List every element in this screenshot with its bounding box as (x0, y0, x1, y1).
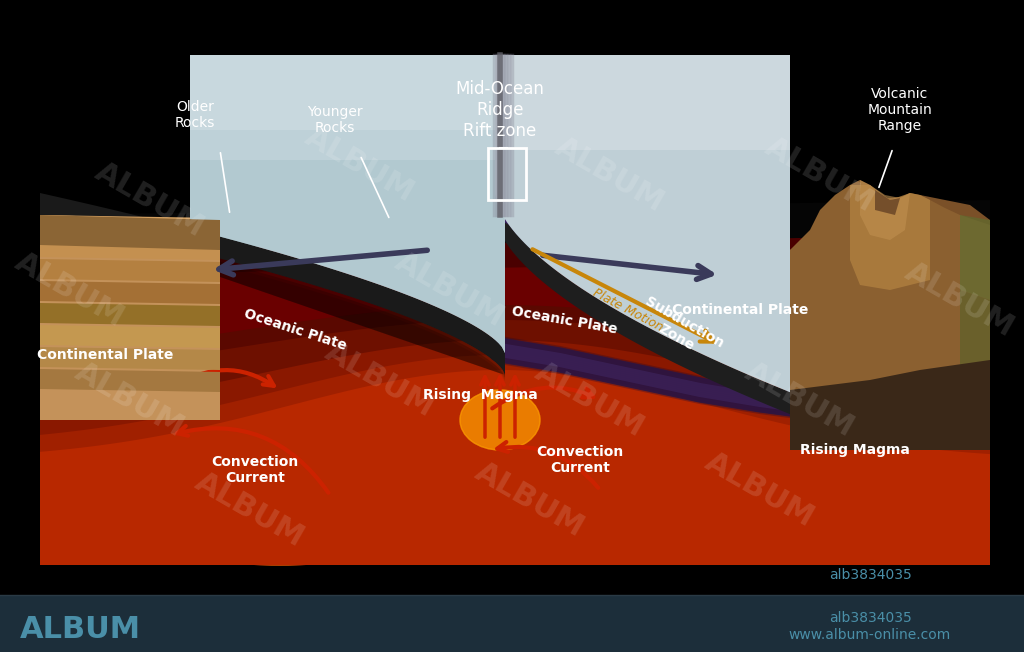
Polygon shape (790, 180, 990, 450)
Text: ALBUM: ALBUM (900, 257, 1020, 343)
Text: ALBUM: ALBUM (10, 247, 130, 333)
Polygon shape (190, 130, 505, 353)
Text: Continental Plate: Continental Plate (672, 303, 808, 317)
Ellipse shape (805, 355, 905, 435)
Ellipse shape (390, 380, 610, 500)
Ellipse shape (105, 435, 455, 565)
Polygon shape (40, 340, 990, 565)
Polygon shape (40, 281, 220, 304)
Text: Younger
Rocks: Younger Rocks (307, 105, 362, 135)
Polygon shape (495, 55, 790, 392)
Ellipse shape (500, 435, 780, 545)
Text: Rising Magma: Rising Magma (800, 443, 910, 457)
Ellipse shape (390, 380, 610, 500)
Text: Oceanic Plate: Oceanic Plate (511, 304, 620, 336)
Text: Convection
Current: Convection Current (211, 455, 299, 485)
Bar (488, 148, 526, 200)
Ellipse shape (500, 435, 780, 545)
Text: alb3834035: alb3834035 (828, 611, 911, 625)
Polygon shape (40, 215, 505, 375)
Polygon shape (860, 180, 910, 240)
Polygon shape (874, 190, 900, 215)
Polygon shape (40, 215, 505, 381)
Polygon shape (850, 185, 930, 290)
Polygon shape (40, 200, 990, 565)
Ellipse shape (805, 355, 905, 435)
Polygon shape (961, 290, 990, 380)
Polygon shape (40, 303, 220, 326)
Polygon shape (40, 347, 220, 370)
Polygon shape (40, 325, 220, 348)
Text: ALBUM: ALBUM (90, 157, 210, 243)
Ellipse shape (390, 380, 610, 500)
Polygon shape (790, 360, 990, 450)
Ellipse shape (105, 435, 455, 565)
Polygon shape (40, 355, 990, 565)
Polygon shape (495, 193, 870, 445)
Text: alb3834035: alb3834035 (828, 568, 911, 582)
Ellipse shape (390, 380, 610, 500)
Polygon shape (190, 160, 505, 353)
Polygon shape (40, 260, 990, 565)
Ellipse shape (805, 355, 905, 435)
Polygon shape (790, 195, 990, 450)
Polygon shape (40, 215, 220, 238)
Text: Convection
Current: Convection Current (537, 445, 624, 475)
Polygon shape (40, 259, 220, 282)
Polygon shape (40, 237, 220, 260)
Polygon shape (40, 320, 990, 565)
Polygon shape (961, 215, 990, 300)
Polygon shape (0, 595, 1024, 652)
Text: ALBUM: ALBUM (550, 132, 670, 218)
Ellipse shape (105, 435, 455, 565)
Ellipse shape (390, 380, 610, 500)
Ellipse shape (460, 390, 540, 450)
Text: ALBUM: ALBUM (300, 122, 420, 208)
Ellipse shape (460, 390, 540, 450)
Text: ALBUM: ALBUM (530, 357, 649, 443)
Ellipse shape (105, 435, 455, 565)
Polygon shape (40, 215, 220, 250)
Text: ALBUM: ALBUM (190, 467, 309, 553)
Ellipse shape (500, 435, 780, 545)
Ellipse shape (460, 390, 540, 450)
Text: ALBUM: ALBUM (740, 357, 860, 443)
Text: Plate Motion: Plate Motion (591, 286, 666, 334)
Polygon shape (190, 55, 505, 353)
Ellipse shape (105, 435, 455, 565)
Polygon shape (40, 305, 990, 565)
Text: Mid-Ocean
Ridge
Rift zone: Mid-Ocean Ridge Rift zone (456, 80, 545, 140)
Text: ALBUM: ALBUM (71, 357, 189, 443)
Text: ALBUM: ALBUM (470, 457, 590, 543)
Text: Volcanic
Mountain
Range: Volcanic Mountain Range (867, 87, 933, 133)
Ellipse shape (500, 435, 780, 545)
Text: www.album-online.com: www.album-online.com (788, 628, 951, 642)
Polygon shape (40, 215, 505, 378)
Polygon shape (40, 193, 505, 375)
Polygon shape (495, 150, 790, 392)
Text: ALBUM: ALBUM (760, 132, 880, 218)
Text: Older
Rocks: Older Rocks (175, 100, 215, 130)
Ellipse shape (805, 355, 905, 435)
Text: ALBUM: ALBUM (19, 615, 140, 644)
Text: Rising  Magma: Rising Magma (423, 388, 538, 402)
Ellipse shape (500, 435, 780, 545)
Text: Continental Plate: Continental Plate (37, 348, 173, 362)
Polygon shape (40, 369, 220, 392)
Polygon shape (40, 235, 990, 565)
Text: Oceanic Plate: Oceanic Plate (242, 307, 348, 353)
Text: ALBUM: ALBUM (321, 337, 439, 423)
Text: ALBUM: ALBUM (700, 447, 819, 533)
Text: ALBUM: ALBUM (390, 247, 510, 333)
Polygon shape (40, 215, 220, 420)
Polygon shape (40, 370, 990, 565)
Text: Subduction
Zone: Subduction Zone (634, 295, 726, 365)
Ellipse shape (805, 355, 905, 435)
